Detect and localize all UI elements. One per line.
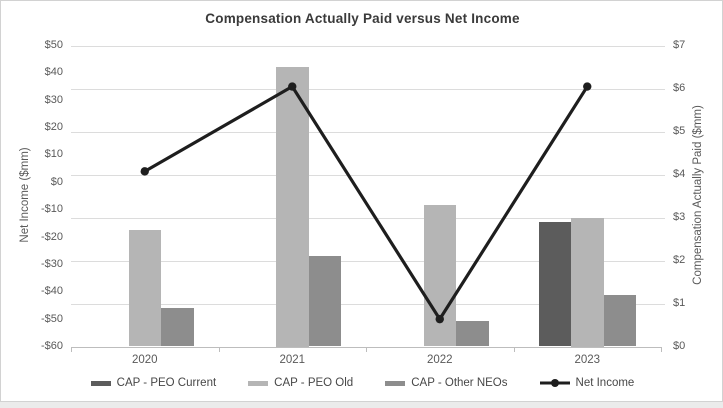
left-axis-tick-label: $20 [44,121,63,134]
left-axis-tick-label: -$40 [40,285,63,298]
gridline [71,88,665,90]
x-axis-category-label: 2020 [131,354,158,366]
bar-cap-other-neos-2022 [456,320,489,347]
left-axis-tick-label: $0 [50,175,63,188]
gridline [71,174,665,176]
left-axis-tick-label: -$20 [40,230,63,243]
legend-line-swatch [539,379,570,387]
legend-bar-swatch [385,380,406,386]
right-axis-tick-label: $4 [673,168,686,180]
bar-cap-peo-old-2021 [276,67,309,347]
legend-bar-swatch [248,380,269,386]
x-axis-category-label: 2021 [279,354,306,366]
legend: CAP - PEO Current CAP - PEO Old CAP - Othe… [1,377,723,389]
left-axis-tick-label: -$30 [40,257,63,270]
x-axis-category-label: 2022 [426,354,453,366]
left-axis-tick-label: -$50 [40,312,63,325]
bar-cap-other-neos-2023 [603,294,636,347]
chart-title: Compensation Actually Paid versus Net In… [205,11,520,26]
bar-cap-peo-old-2023 [571,217,604,347]
right-axis-tick-label: $3 [673,211,686,223]
x-axis-tick-mark [661,346,662,352]
x-axis-tick-mark [71,346,72,352]
gridline [71,45,665,47]
bar-cap-peo-old-2020 [128,230,161,347]
left-axis-tick-label: -$60 [40,340,63,352]
left-axis-tick-label: -$10 [40,203,63,216]
left-axis-tick-label: $30 [44,93,63,106]
right-axis-tick-label: $2 [673,254,686,266]
legend-item-cap-peo-old: CAP - PEO Old [248,377,353,389]
right-axis-tick-label: $1 [673,297,686,309]
x-axis-category-label: 2023 [574,354,601,366]
bar-cap-peo-old-2022 [423,204,456,347]
legend-label: CAP - Other NEOs [411,377,508,389]
x-axis-tick-mark [513,346,515,352]
gridline [71,131,665,133]
legend-bar-swatch [90,380,111,386]
left-axis-tick-label: $50 [44,39,63,51]
left-axis-tick-label: $10 [44,148,63,161]
right-axis-tick-label: $0 [673,340,686,352]
legend-label: CAP - PEO Current [116,377,217,389]
bar-cap-other-neos-2020 [161,307,194,347]
legend-item-net-income: Net Income [539,377,635,389]
right-axis-tick-label: $6 [673,82,686,94]
right-axis-title: Compensation Actually Paid ($mm) [692,105,704,285]
legend-label: Net Income [575,377,635,389]
x-axis-tick-mark [366,346,367,352]
legend-item-cap-peo-current: CAP - PEO Current [90,377,217,389]
right-axis-tick-label: $7 [673,39,686,51]
x-axis-tick-mark [218,346,220,352]
left-axis-tick-label: $40 [44,66,63,79]
bar-cap-peo-current-2023 [538,221,571,347]
left-axis-title: Net Income ($mm) [19,147,31,243]
legend-item-cap-other-neos: CAP - Other NEOs [385,377,508,389]
right-axis-tick-label: $5 [673,125,686,137]
bar-cap-other-neos-2021 [308,256,341,347]
net-income-line [143,84,589,323]
legend-label: CAP - PEO Old [274,377,354,389]
